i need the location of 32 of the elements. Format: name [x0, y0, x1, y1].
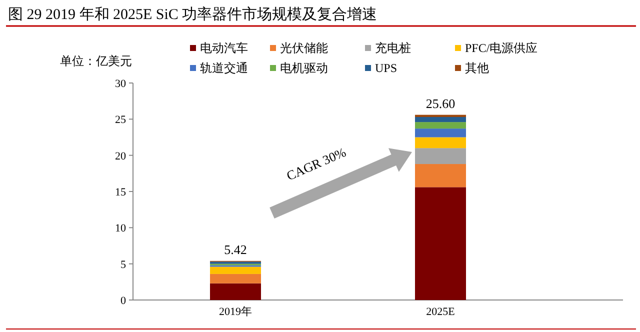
- y-axis-title: 单位：亿美元: [60, 54, 132, 68]
- total-label: 25.60: [426, 96, 456, 111]
- legend-label: PFC/电源供应: [465, 41, 538, 55]
- y-tick-label: 5: [120, 258, 126, 271]
- chart-title: 图 29 2019 年和 2025E SiC 功率器件市场规模及复合增速: [8, 6, 378, 23]
- bar: [415, 137, 466, 148]
- total-label: 5.42: [224, 242, 247, 257]
- y-tick-label: 10: [115, 222, 126, 235]
- bar: [415, 122, 466, 129]
- bar: [415, 128, 466, 138]
- bar: [415, 116, 466, 122]
- annotation: CAGR 30%: [284, 144, 348, 184]
- y-tick-label: 15: [115, 186, 126, 198]
- bar: [210, 283, 261, 300]
- legend-label: 其他: [465, 61, 489, 75]
- bar: [210, 266, 261, 274]
- legend-label: UPS: [375, 61, 398, 75]
- legend-label: 充电桩: [375, 41, 411, 55]
- bar: [415, 187, 466, 300]
- x-tick-label: 2019年: [219, 306, 252, 318]
- y-tick-label: 30: [115, 78, 126, 90]
- legend-label: 轨道交通: [200, 61, 248, 75]
- y-tick-label: 0: [120, 295, 126, 307]
- legend-label: 电动汽车: [200, 41, 248, 55]
- bar: [415, 164, 466, 188]
- bar: [210, 274, 261, 284]
- y-tick-label: 20: [115, 150, 126, 162]
- y-tick-label: 25: [115, 114, 126, 126]
- legend-label: 光伏储能: [280, 41, 328, 55]
- x-tick-label: 2025E: [426, 306, 456, 318]
- legend-label: 电机驱动: [280, 61, 328, 75]
- bar: [415, 148, 466, 164]
